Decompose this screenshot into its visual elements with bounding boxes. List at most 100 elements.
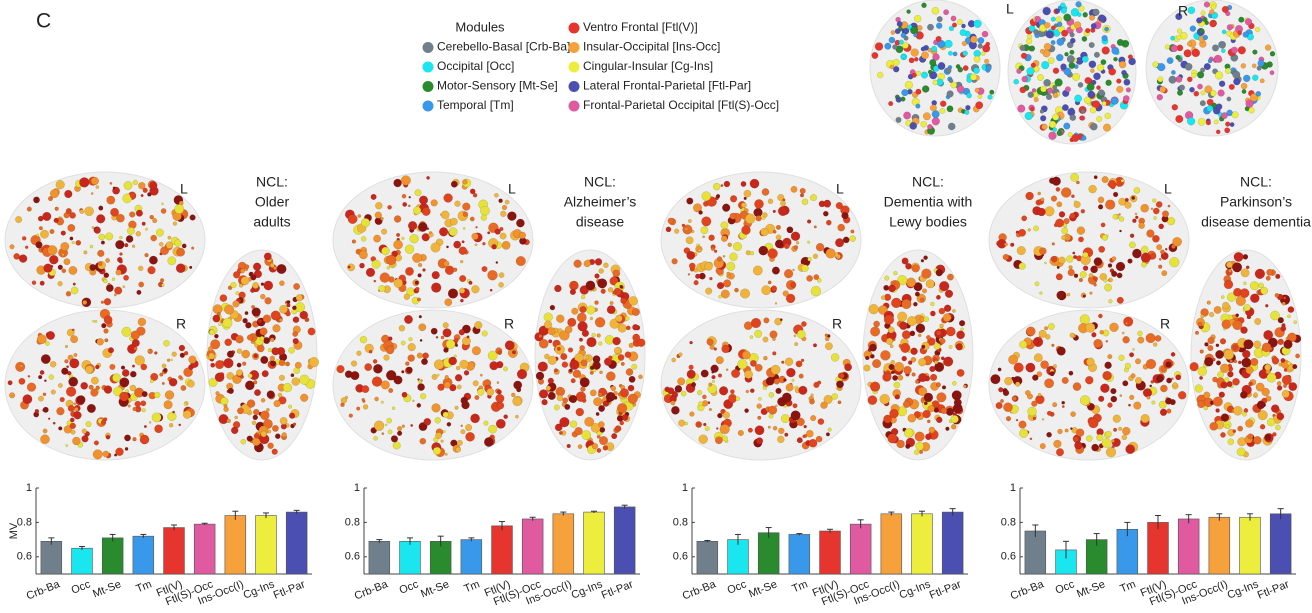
brain-node	[603, 263, 608, 268]
brain-node	[963, 65, 968, 70]
brain-node	[240, 375, 243, 378]
brain-node	[595, 317, 605, 327]
brain-node	[1119, 217, 1124, 222]
brain-node	[96, 186, 99, 189]
legend-title: Modules	[455, 19, 505, 34]
brain-node	[412, 253, 421, 262]
brain-node	[1064, 218, 1070, 224]
brain-render	[5, 172, 205, 308]
brain-node	[516, 388, 521, 393]
brain-node	[694, 280, 699, 285]
brain-node	[260, 336, 264, 340]
brain-node	[963, 385, 966, 388]
brain-node	[1061, 30, 1068, 37]
brain-node	[218, 323, 221, 326]
brain-node	[289, 413, 295, 419]
brain-node	[1265, 304, 1268, 307]
brain-node	[768, 199, 773, 204]
brain-node	[801, 359, 804, 362]
brain-node	[880, 350, 890, 360]
brain-node	[1073, 252, 1076, 255]
brain-node	[1017, 246, 1026, 255]
brain-node	[1124, 79, 1130, 85]
brain-node	[511, 393, 515, 397]
brain-node	[277, 264, 287, 274]
brain-node	[392, 407, 395, 410]
brain-node	[93, 450, 103, 460]
brain-node	[760, 228, 768, 236]
brain-node	[1232, 263, 1242, 273]
brain-node	[569, 281, 578, 290]
brain-node	[516, 219, 524, 227]
brain-node	[1102, 176, 1109, 183]
brain-node	[1094, 283, 1097, 286]
brain-node	[464, 370, 469, 375]
brain-node	[1070, 38, 1075, 43]
brain-node	[9, 393, 15, 399]
bar	[369, 541, 390, 574]
brain-node	[1069, 371, 1073, 375]
brain-node	[1030, 107, 1034, 111]
brain-node	[1160, 385, 1167, 392]
brain-node	[124, 181, 132, 189]
brain-node	[763, 337, 768, 342]
brain-node	[337, 365, 345, 373]
brain-node	[1220, 432, 1225, 437]
brain-node	[958, 67, 963, 72]
brain-node	[1089, 42, 1095, 48]
brain-node	[267, 391, 275, 399]
brain-node	[801, 321, 806, 326]
brain-node	[1040, 443, 1046, 449]
bar	[697, 541, 718, 574]
brain-node	[1210, 90, 1216, 96]
brain-node	[351, 371, 360, 380]
brain-node	[172, 352, 177, 357]
brain-node	[924, 393, 933, 402]
brain-node	[1176, 115, 1184, 123]
brain-node	[561, 353, 568, 360]
hemisphere-label: R	[1178, 3, 1188, 19]
brain-node	[1012, 396, 1017, 401]
brain-node	[1082, 136, 1087, 141]
brain-node	[1214, 55, 1222, 63]
brain-node	[1089, 418, 1099, 428]
brain-node	[599, 371, 602, 374]
brain-node	[140, 435, 149, 444]
brain-node	[1218, 41, 1225, 48]
brain-node	[918, 373, 927, 382]
brain-node	[237, 408, 243, 414]
brain-node	[716, 356, 724, 364]
brain-node	[786, 368, 795, 377]
brain-node	[1003, 254, 1009, 260]
brain-node	[1198, 367, 1207, 376]
hemisphere-label: L	[508, 181, 516, 197]
brain-node	[929, 427, 935, 433]
brain-node	[148, 350, 151, 353]
brain-node	[38, 216, 43, 221]
brain-node	[1103, 371, 1112, 380]
brain-node	[730, 390, 734, 394]
brain-node	[1025, 112, 1033, 120]
brain-node	[412, 400, 414, 402]
brain-node	[242, 350, 250, 358]
brain-node	[1074, 274, 1078, 278]
brain-node	[459, 329, 465, 335]
brain-node	[1040, 86, 1046, 92]
brain-node	[1041, 198, 1045, 202]
brain-node	[105, 339, 109, 343]
brain-node	[951, 16, 956, 21]
brain-node	[745, 214, 755, 224]
brain-node	[505, 200, 509, 204]
bar	[286, 512, 307, 574]
brain-render	[333, 310, 533, 460]
brain-node	[66, 208, 72, 214]
bar	[912, 514, 933, 574]
brain-node	[243, 318, 248, 323]
brain-node	[905, 444, 910, 449]
brain-node	[620, 285, 623, 288]
brain-node	[418, 274, 422, 278]
brain-node	[927, 24, 933, 30]
brain-node	[1197, 71, 1204, 78]
brain-node	[884, 285, 889, 290]
brain-node	[145, 253, 149, 257]
